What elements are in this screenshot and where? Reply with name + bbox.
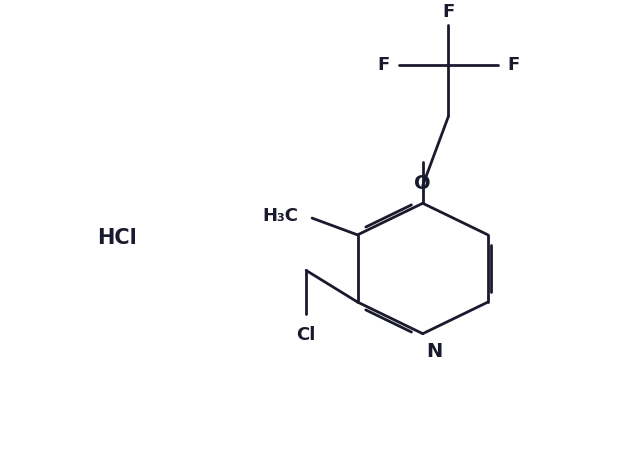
Text: F: F [508, 56, 520, 74]
Text: HCl: HCl [98, 228, 138, 248]
Text: N: N [427, 342, 443, 360]
Text: F: F [377, 56, 389, 74]
Text: H₃C: H₃C [262, 207, 298, 225]
Text: F: F [442, 3, 454, 22]
Text: Cl: Cl [296, 326, 316, 344]
Text: O: O [415, 173, 431, 193]
